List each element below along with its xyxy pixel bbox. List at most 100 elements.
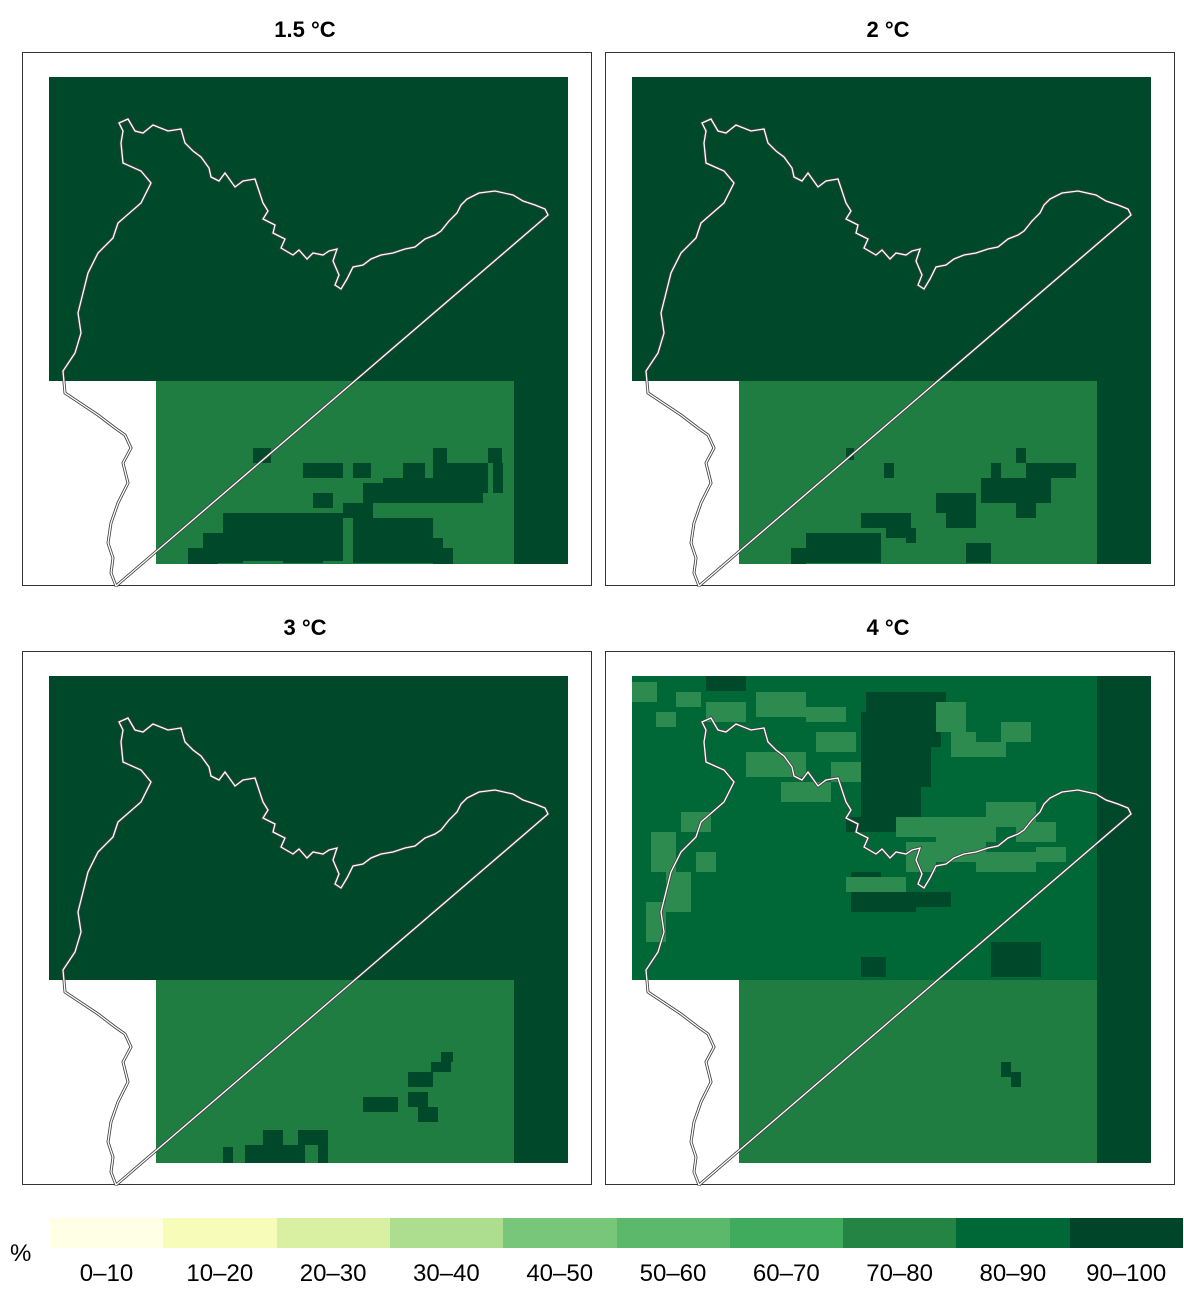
- grid-cell: [696, 852, 716, 872]
- grid-cell: [1026, 463, 1076, 478]
- grid-cell: [303, 463, 343, 478]
- grid-block-east: [1097, 381, 1151, 564]
- grid-cell: [884, 463, 894, 478]
- grid-cell: [816, 732, 856, 752]
- map-canvas-3: [49, 676, 568, 1186]
- map-canvas-4: [632, 676, 1151, 1186]
- grid-cell: [976, 742, 1006, 757]
- legend-swatch-0: [50, 1218, 164, 1248]
- grid-cell: [632, 682, 657, 702]
- grid-block-north: [49, 77, 568, 381]
- grid-cell: [433, 548, 453, 564]
- grid-cell: [966, 543, 991, 563]
- grid-cell: [1016, 448, 1026, 463]
- grid-cell: [431, 1062, 451, 1072]
- grid-cell: [263, 1130, 283, 1145]
- grid-block-north: [632, 77, 1151, 381]
- grid-cell: [403, 463, 425, 478]
- map-canvas-1: [49, 77, 568, 587]
- grid-cell: [441, 1052, 453, 1062]
- grid-cell: [781, 782, 831, 802]
- legend-label-4: 40–50: [526, 1260, 594, 1287]
- region-boundary: [62, 717, 549, 1186]
- grid-cell: [861, 747, 931, 787]
- grid-cell: [806, 707, 846, 722]
- grid-cell: [1036, 847, 1066, 862]
- grid-cell: [418, 1107, 438, 1122]
- grid-cell: [245, 1145, 305, 1163]
- panel-title-1: 1.5 °C: [274, 17, 336, 42]
- grid-cell: [283, 538, 323, 563]
- grid-cell: [951, 732, 976, 757]
- region-boundary: [62, 118, 549, 587]
- grid-cell: [991, 463, 1001, 478]
- legend-label-7: 70–80: [866, 1260, 933, 1287]
- grid-cell: [991, 942, 1041, 977]
- grid-cell: [866, 692, 946, 712]
- grid-cell: [861, 957, 886, 977]
- legend-swatch-7: [843, 1218, 957, 1248]
- grid-cell: [861, 712, 941, 747]
- map-panel-2: [605, 52, 1175, 587]
- legend-label-1: 10–20: [186, 1260, 254, 1287]
- grid-cell: [488, 448, 502, 463]
- grid-cell: [1016, 493, 1036, 518]
- legend-label-6: 60–70: [752, 1260, 820, 1287]
- grid-cell: [353, 463, 371, 478]
- grid-cell: [896, 817, 936, 837]
- legend-swatch-9: [1069, 1218, 1184, 1248]
- grid-cell: [861, 513, 891, 528]
- grid-cell: [706, 702, 746, 722]
- grid-cell: [656, 712, 676, 727]
- grid-cell: [408, 1072, 433, 1087]
- panel-title-4: 4 °C: [866, 615, 910, 640]
- grid-cell: [861, 787, 921, 817]
- grid-cell: [846, 877, 906, 892]
- grid-cell: [318, 1145, 328, 1163]
- grid-cell: [433, 463, 488, 493]
- legend-label-9: 90–100: [1086, 1260, 1167, 1287]
- grid-block-east-north: [1097, 676, 1151, 980]
- grid-cell: [916, 892, 951, 907]
- grid-cell: [188, 548, 218, 564]
- legend-swatch-1: [163, 1218, 278, 1248]
- grid-cell: [976, 852, 1036, 872]
- legend-swatch-5: [616, 1218, 731, 1248]
- grid-block-south: [739, 980, 1097, 1163]
- grid-cell: [223, 1147, 233, 1163]
- grid-cell: [746, 752, 806, 777]
- grid-cell: [493, 463, 503, 493]
- grid-block-south: [156, 980, 514, 1163]
- region-boundary: [645, 118, 1132, 587]
- grid-cell: [806, 533, 881, 563]
- grid-cell: [936, 702, 966, 732]
- grid-block-north: [49, 676, 568, 980]
- legend-swatch-3: [389, 1218, 504, 1248]
- grid-cell: [756, 692, 806, 717]
- grid-cell: [936, 493, 976, 513]
- grid-block-east: [1097, 980, 1151, 1163]
- grid-cell: [906, 528, 916, 543]
- grid-cell: [906, 862, 936, 872]
- region-boundary: [645, 717, 1132, 1186]
- map-panel-1: [22, 52, 592, 587]
- grid-block-east: [514, 381, 568, 564]
- legend-label-0: 0–10: [79, 1260, 134, 1287]
- grid-cell: [298, 1130, 328, 1145]
- grid-cell: [408, 1092, 428, 1107]
- legend: % 0–10 10–20 20–30 30–40 40–50 50–60 60–70 70–8…: [0, 1200, 1184, 1300]
- grid-cell: [706, 676, 746, 691]
- grid-cell: [1001, 1062, 1011, 1077]
- grid-cell: [253, 448, 271, 463]
- legend-swatch-6: [729, 1218, 844, 1248]
- legend-swatch-8: [956, 1218, 1071, 1248]
- grid-cell: [876, 892, 916, 912]
- legend-swatch-2: [276, 1218, 391, 1248]
- map-canvas-2: [632, 77, 1151, 587]
- legend-label-2: 20–30: [299, 1260, 367, 1287]
- legend-label-3: 30–40: [413, 1260, 480, 1287]
- grid-cell: [846, 448, 854, 460]
- legend-unit: %: [10, 1240, 32, 1267]
- grid-cell: [676, 692, 701, 707]
- grid-cell: [946, 513, 976, 528]
